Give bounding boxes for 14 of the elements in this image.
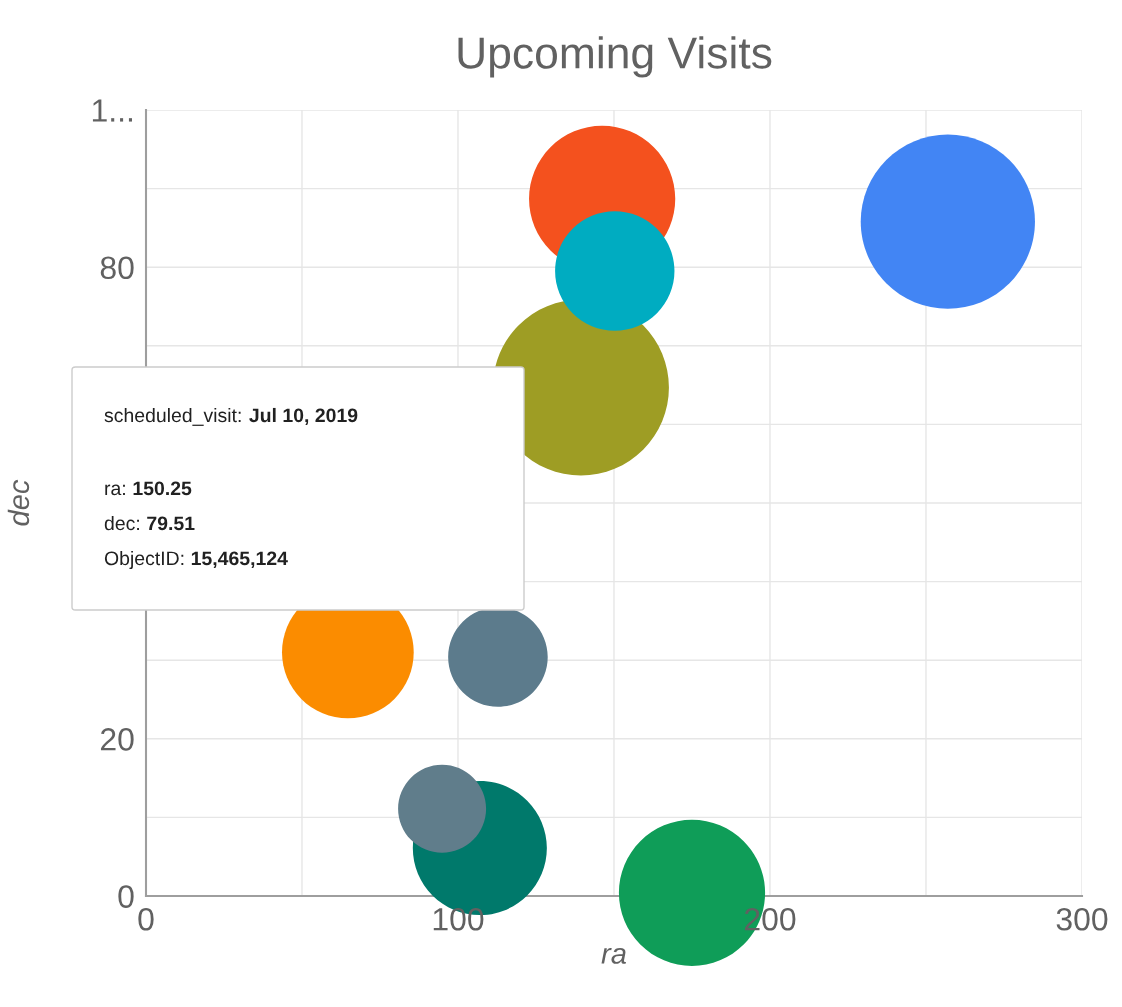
y-tick-label: 1...	[92, 99, 132, 122]
x-tick-label: 0	[138, 907, 154, 931]
y-tick-label: 20	[100, 728, 134, 751]
annotation: ra: 150.25	[105, 481, 192, 496]
chart-title: Upcoming Visits	[458, 36, 772, 78]
y-tick-label: 0	[118, 885, 134, 908]
annotation: dec: 79.51	[104, 515, 195, 531]
y-tick-label: 80	[100, 256, 134, 280]
x-tick-label: 300	[1056, 907, 1108, 931]
x-axis-title: ra	[601, 947, 626, 964]
annotation: scheduled_visit: Jul 10, 2019	[104, 407, 358, 426]
y-axis-title: dec	[7, 479, 30, 526]
x-tick-label: 100	[433, 907, 484, 931]
annotation: ObjectID: 15,465,124	[104, 550, 288, 570]
